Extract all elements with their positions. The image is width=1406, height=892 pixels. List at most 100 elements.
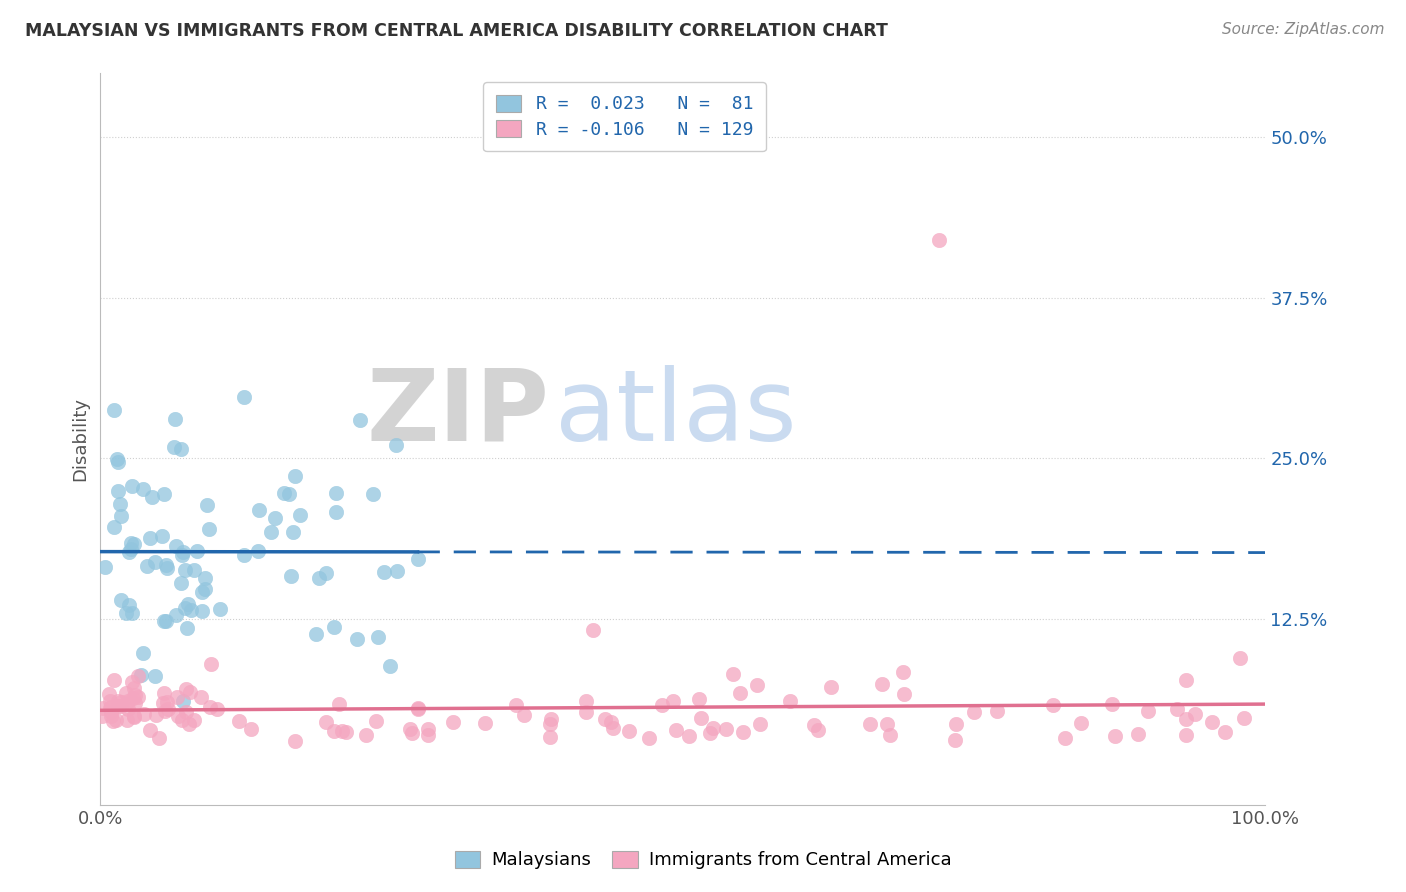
Point xyxy=(690,710,713,724)
Legend: Malaysians, Immigrants from Central America: Malaysians, Immigrants from Central Amer… xyxy=(446,842,960,879)
Point xyxy=(1175,712,1198,726)
Point xyxy=(180,603,202,617)
Point xyxy=(513,707,536,722)
Point xyxy=(280,568,302,582)
Point xyxy=(121,606,143,620)
Point xyxy=(1233,711,1256,725)
Point xyxy=(121,675,143,690)
Point xyxy=(602,721,624,735)
Point xyxy=(127,690,149,705)
Point xyxy=(153,704,176,718)
Point xyxy=(122,709,145,723)
Point xyxy=(143,668,166,682)
Point xyxy=(335,724,357,739)
Point xyxy=(110,592,132,607)
Point xyxy=(1101,697,1123,711)
Point xyxy=(153,614,176,628)
Point xyxy=(593,712,616,726)
Point xyxy=(124,688,146,702)
Point xyxy=(665,723,688,738)
Point xyxy=(346,632,368,647)
Point xyxy=(165,608,187,623)
Point xyxy=(194,582,217,596)
Point xyxy=(870,677,893,691)
Point xyxy=(122,537,145,551)
Point xyxy=(209,602,232,616)
Point xyxy=(120,535,142,549)
Point xyxy=(876,717,898,731)
Point xyxy=(574,705,596,719)
Point xyxy=(114,686,136,700)
Point xyxy=(132,482,155,496)
Point xyxy=(156,701,179,715)
Point xyxy=(91,701,114,715)
Point xyxy=(163,411,186,425)
Point xyxy=(153,487,176,501)
Point xyxy=(186,544,208,558)
Point xyxy=(278,487,301,501)
Point xyxy=(107,693,129,707)
Point xyxy=(122,681,145,695)
Point xyxy=(859,717,882,731)
Point xyxy=(283,733,305,747)
Point xyxy=(100,708,122,723)
Point xyxy=(172,713,194,727)
Point xyxy=(117,702,139,716)
Point xyxy=(540,712,562,726)
Point xyxy=(117,694,139,708)
Point xyxy=(273,486,295,500)
Point xyxy=(879,728,901,742)
Point xyxy=(103,402,125,417)
Point xyxy=(702,721,724,735)
Legend: R =  0.023   N =  81, R = -0.106   N = 129: R = 0.023 N = 81, R = -0.106 N = 129 xyxy=(484,82,766,152)
Point xyxy=(1229,651,1251,665)
Point xyxy=(398,723,420,737)
Point xyxy=(575,694,598,708)
Point xyxy=(1213,725,1236,739)
Point xyxy=(1201,714,1223,729)
Text: MALAYSIAN VS IMMIGRANTS FROM CENTRAL AMERICA DISABILITY CORRELATION CHART: MALAYSIAN VS IMMIGRANTS FROM CENTRAL AME… xyxy=(25,22,889,40)
Point xyxy=(232,390,254,404)
Point xyxy=(156,695,179,709)
Point xyxy=(745,678,768,692)
Point xyxy=(177,597,200,611)
Point xyxy=(893,687,915,701)
Point xyxy=(619,724,641,739)
Point xyxy=(820,680,842,694)
Point xyxy=(1104,729,1126,743)
Point xyxy=(118,599,141,613)
Point xyxy=(176,621,198,635)
Point xyxy=(156,561,179,575)
Point xyxy=(364,714,387,728)
Point xyxy=(105,451,128,466)
Point xyxy=(1137,704,1160,718)
Point xyxy=(121,690,143,705)
Point xyxy=(807,723,830,738)
Point xyxy=(714,722,737,736)
Point xyxy=(540,731,562,745)
Point xyxy=(155,615,177,629)
Point xyxy=(728,686,751,700)
Point xyxy=(163,440,186,454)
Point xyxy=(141,490,163,504)
Point xyxy=(150,528,173,542)
Point xyxy=(474,716,496,731)
Point xyxy=(284,468,307,483)
Point xyxy=(1126,727,1149,741)
Point xyxy=(239,723,262,737)
Point xyxy=(803,717,825,731)
Point xyxy=(174,705,197,719)
Point xyxy=(115,713,138,727)
Point xyxy=(406,552,429,566)
Point xyxy=(305,627,328,641)
Point xyxy=(325,486,347,500)
Point xyxy=(166,709,188,723)
Point xyxy=(1042,698,1064,712)
Point xyxy=(110,698,132,713)
Point xyxy=(139,723,162,738)
Point xyxy=(1174,728,1197,742)
Point xyxy=(194,571,217,585)
Point xyxy=(174,600,197,615)
Point xyxy=(538,716,561,731)
Point xyxy=(198,699,221,714)
